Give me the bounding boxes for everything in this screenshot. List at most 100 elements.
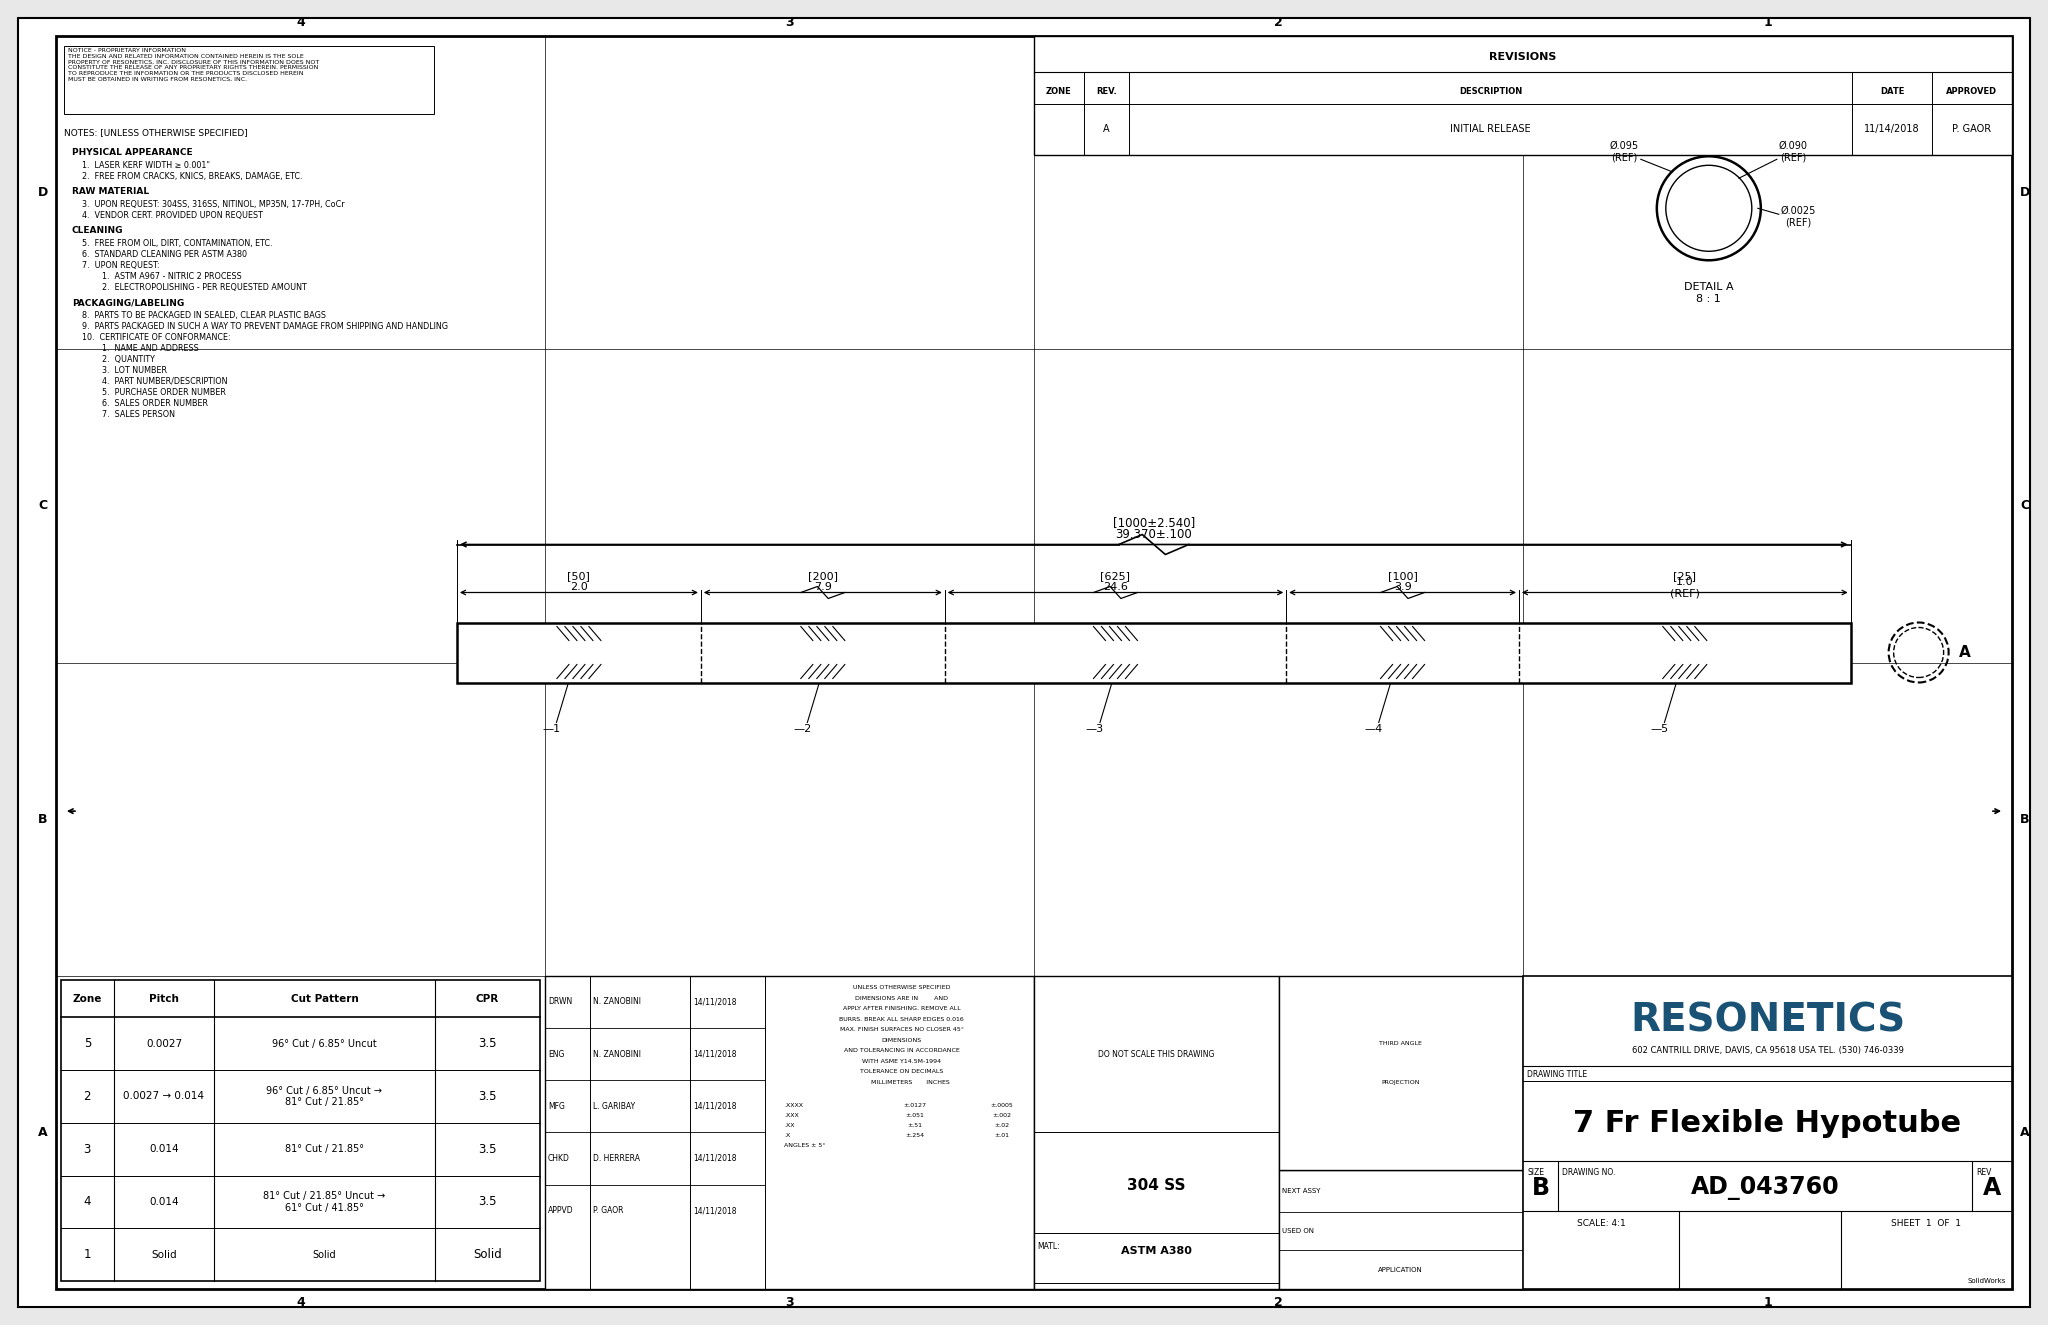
Bar [1278, 975, 1524, 1170]
Text: 0.0027 → 0.014: 0.0027 → 0.014 [123, 1092, 205, 1101]
Bar [545, 975, 1034, 1289]
Text: MILLIMETERS       INCHES: MILLIMETERS INCHES [854, 1080, 950, 1085]
Text: N. ZANOBINI: N. ZANOBINI [594, 998, 641, 1007]
Text: .XXX: .XXX [784, 1113, 799, 1118]
Text: C: C [39, 500, 47, 513]
Text: 14/11/2018: 14/11/2018 [692, 1206, 737, 1215]
Text: 7.  SALES PERSON: 7. SALES PERSON [102, 409, 174, 419]
Text: 1.  NAME AND ADDRESS: 1. NAME AND ADDRESS [102, 344, 199, 352]
Text: 1: 1 [1763, 16, 1772, 29]
Text: 6.  SALES ORDER NUMBER: 6. SALES ORDER NUMBER [102, 399, 209, 408]
Text: PHYSICAL APPEARANCE: PHYSICAL APPEARANCE [72, 148, 193, 156]
Text: .XX: .XX [784, 1124, 795, 1129]
Text: 14/11/2018: 14/11/2018 [692, 998, 737, 1007]
Text: [1000±2.540]: [1000±2.540] [1112, 515, 1194, 529]
Text: DIMENSIONS ARE IN        AND: DIMENSIONS ARE IN AND [854, 996, 948, 1000]
Text: RESONETICS: RESONETICS [1630, 1002, 1905, 1040]
Bar [457, 623, 1851, 682]
Text: DIMENSIONS: DIMENSIONS [881, 1037, 922, 1043]
Text: 3.  LOT NUMBER: 3. LOT NUMBER [102, 366, 168, 375]
Text: 3.5: 3.5 [477, 1090, 496, 1102]
Bar [1034, 36, 2011, 155]
Text: APPLICATION: APPLICATION [1378, 1267, 1423, 1273]
Text: CPR: CPR [475, 994, 500, 1003]
Text: DRWN: DRWN [549, 998, 571, 1007]
Text: INITIAL RELEASE: INITIAL RELEASE [1450, 123, 1530, 134]
Text: ±.002: ±.002 [993, 1113, 1012, 1118]
Text: 2: 2 [1274, 16, 1282, 29]
Bar [1524, 975, 2011, 1289]
Text: A: A [1982, 1175, 2001, 1199]
Text: 2: 2 [84, 1090, 90, 1102]
Bar [1278, 1170, 1524, 1289]
Text: ±.0127: ±.0127 [903, 1104, 926, 1108]
Text: —1: —1 [543, 725, 561, 734]
Text: SolidWorks: SolidWorks [1968, 1279, 2007, 1284]
Text: 0.0027: 0.0027 [145, 1039, 182, 1049]
Text: 1.0
(REF): 1.0 (REF) [1669, 576, 1700, 599]
Bar [61, 979, 541, 1281]
Text: ANGLES ± 5°: ANGLES ± 5° [784, 1143, 825, 1149]
Text: 3: 3 [784, 1296, 795, 1309]
Text: 3.5: 3.5 [477, 1037, 496, 1051]
Text: 7.  UPON REQUEST:: 7. UPON REQUEST: [82, 261, 160, 270]
Text: 3: 3 [784, 16, 795, 29]
Text: AND TOLERANCING IN ACCORDANCE: AND TOLERANCING IN ACCORDANCE [844, 1048, 958, 1053]
Text: CLEANING: CLEANING [72, 227, 123, 235]
Text: TOLERANCE ON DECIMALS: TOLERANCE ON DECIMALS [860, 1069, 944, 1075]
Text: Ø.090
(REF): Ø.090 (REF) [1780, 140, 1808, 162]
Text: DRAWING NO.: DRAWING NO. [1563, 1167, 1616, 1177]
Bar [63, 46, 434, 114]
Text: NOTES: [UNLESS OTHERWISE SPECIFIED]: NOTES: [UNLESS OTHERWISE SPECIFIED] [63, 129, 248, 136]
Text: .XXXX: .XXXX [784, 1104, 803, 1108]
Text: [50]: [50] [567, 571, 590, 582]
Text: B: B [1532, 1175, 1550, 1199]
Text: 4: 4 [84, 1195, 90, 1208]
Text: 10.  CERTIFICATE OF CONFORMANCE:: 10. CERTIFICATE OF CONFORMANCE: [82, 333, 231, 342]
Text: PACKAGING/LABELING: PACKAGING/LABELING [72, 298, 184, 307]
Text: 4: 4 [297, 16, 305, 29]
Text: SHEET  1  OF  1: SHEET 1 OF 1 [1892, 1219, 1962, 1228]
Text: 3.5: 3.5 [477, 1142, 496, 1155]
Text: CHKD: CHKD [549, 1154, 569, 1163]
Text: MAX. FINISH SURFACES NO CLOSER 45°: MAX. FINISH SURFACES NO CLOSER 45° [840, 1027, 963, 1032]
Text: 39.370±.100: 39.370±.100 [1116, 527, 1192, 541]
Text: .X: .X [784, 1133, 791, 1138]
Text: 81° Cut / 21.85° Uncut →
61° Cut / 41.85°: 81° Cut / 21.85° Uncut → 61° Cut / 41.85… [264, 1191, 385, 1212]
Text: DRAWING TITLE: DRAWING TITLE [1528, 1069, 1587, 1079]
Text: P. GAOR: P. GAOR [1952, 123, 1991, 134]
Text: PROJECTION: PROJECTION [1382, 1080, 1419, 1085]
Text: 4.  PART NUMBER/DESCRIPTION: 4. PART NUMBER/DESCRIPTION [102, 378, 227, 386]
Text: ±.51: ±.51 [907, 1124, 922, 1129]
Text: 4: 4 [297, 1296, 305, 1309]
Text: ±.0005: ±.0005 [991, 1104, 1014, 1108]
Text: ±.02: ±.02 [995, 1124, 1010, 1129]
Text: 2: 2 [1274, 1296, 1282, 1309]
Text: 14/11/2018: 14/11/2018 [692, 1154, 737, 1163]
Text: 11/14/2018: 11/14/2018 [1864, 123, 1919, 134]
Text: Cut Pattern: Cut Pattern [291, 994, 358, 1003]
Text: APPVD: APPVD [549, 1206, 573, 1215]
Text: SCALE: 4:1: SCALE: 4:1 [1577, 1219, 1626, 1228]
Text: APPROVED: APPROVED [1946, 87, 1997, 97]
Text: A: A [1958, 645, 1970, 660]
Text: 81° Cut / 21.85°: 81° Cut / 21.85° [285, 1145, 365, 1154]
Text: 1: 1 [1763, 1296, 1772, 1309]
Text: 14/11/2018: 14/11/2018 [692, 1049, 737, 1059]
Text: 2.  QUANTITY: 2. QUANTITY [102, 355, 156, 364]
Text: 0.014: 0.014 [150, 1145, 178, 1154]
Text: C: C [2021, 500, 2030, 513]
Text: —2: —2 [793, 725, 811, 734]
Text: [200]: [200] [807, 571, 838, 582]
Text: UNLESS OTHERWISE SPECIFIED: UNLESS OTHERWISE SPECIFIED [852, 986, 950, 990]
Text: 1.  ASTM A967 - NITRIC 2 PROCESS: 1. ASTM A967 - NITRIC 2 PROCESS [102, 272, 242, 281]
Text: P. GAOR: P. GAOR [594, 1206, 623, 1215]
Text: ASTM A380: ASTM A380 [1120, 1247, 1192, 1256]
Text: D: D [2019, 186, 2030, 199]
Text: Ø.0025
(REF): Ø.0025 (REF) [1782, 205, 1817, 227]
Text: 3.5: 3.5 [477, 1195, 496, 1208]
Text: DATE: DATE [1880, 87, 1905, 97]
Text: RAW MATERIAL: RAW MATERIAL [72, 187, 150, 196]
Text: Pitch: Pitch [150, 994, 178, 1003]
Text: 602 CANTRILL DRIVE, DAVIS, CA 95618 USA TEL. (530) 746-0339: 602 CANTRILL DRIVE, DAVIS, CA 95618 USA … [1632, 1047, 1903, 1055]
